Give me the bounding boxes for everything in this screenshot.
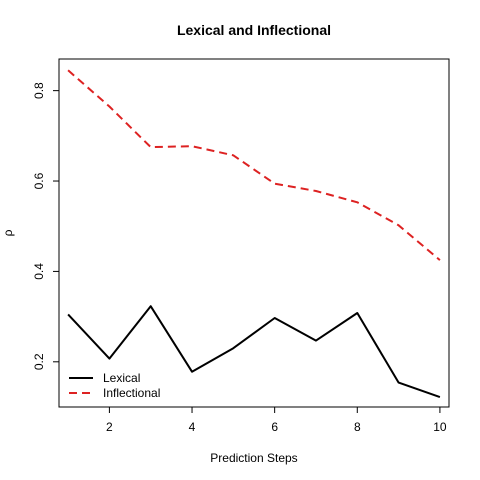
legend-label-inflectional: Inflectional [103, 386, 160, 400]
y-tick-label: 0.8 [32, 82, 46, 99]
series-layer [67, 69, 441, 399]
x-tick-label: 6 [271, 420, 278, 434]
y-axis-label: ρ [1, 229, 15, 236]
x-axis-label: Prediction Steps [210, 451, 297, 465]
chart-title: Lexical and Inflectional [177, 22, 331, 38]
plot-frame [58, 58, 450, 408]
x-tick-label: 2 [106, 420, 113, 434]
x-axis: 2 4 6 8 10 [106, 407, 447, 434]
x-tick-label: 4 [189, 420, 196, 434]
y-tick-label: 0.4 [32, 263, 46, 280]
series-line-lexical [67, 305, 441, 399]
series-line-inflectional [67, 69, 441, 261]
y-tick-label: 0.2 [32, 353, 46, 370]
y-axis: 0.2 0.4 0.6 0.8 [32, 82, 59, 370]
x-tick-label: 10 [433, 420, 447, 434]
y-tick-label: 0.6 [32, 172, 46, 189]
legend-label-lexical: Lexical [103, 371, 140, 385]
x-tick-label: 8 [354, 420, 361, 434]
